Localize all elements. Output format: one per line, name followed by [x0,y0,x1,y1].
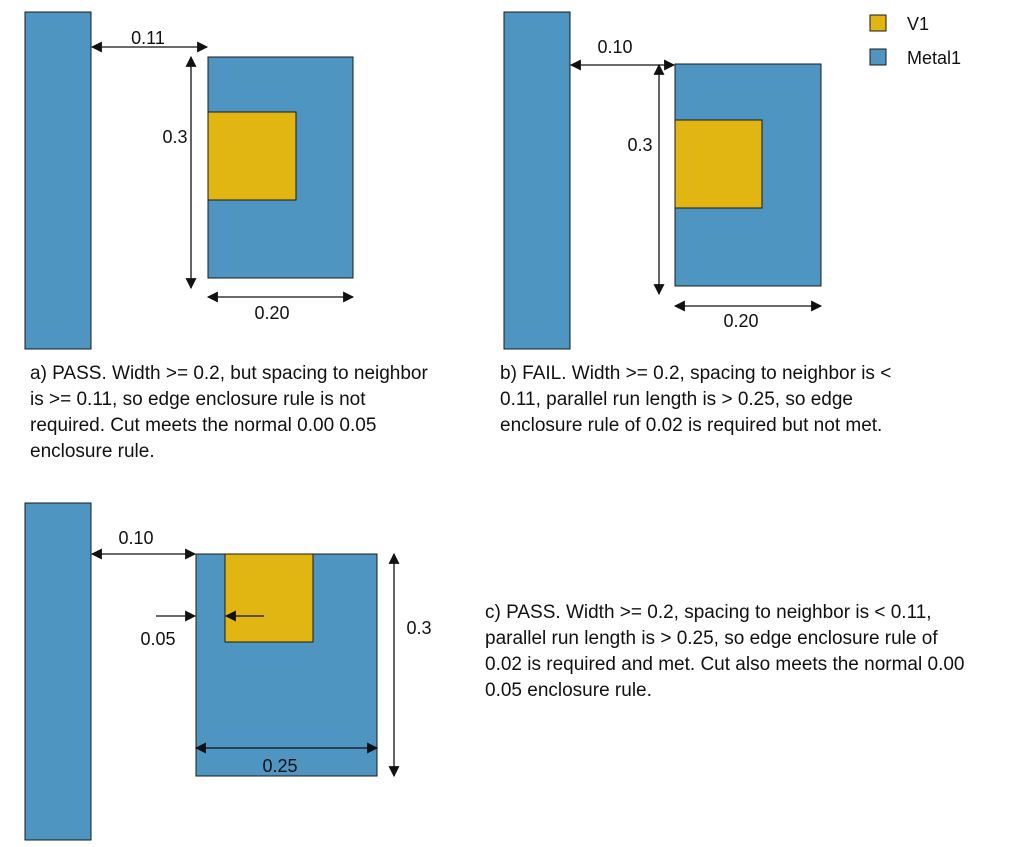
caption-c: c) PASS. Width >= 0.2, spacing to neighb… [485,602,965,701]
width-label: 0.20 [254,303,289,323]
width-label: 0.25 [262,756,297,776]
spacing-label: 0.11 [131,28,165,48]
spacing-label: 0.10 [118,528,153,548]
height-label: 0.3 [406,618,431,638]
panel-c: 0.10 0.05 0.3 0.25 [24,502,432,841]
neighbor-metal-bar [24,11,92,350]
v1-cut [207,111,297,201]
height-label: 0.3 [162,127,187,147]
legend-metal1-label: Metal1 [907,48,961,68]
legend: V1 Metal1 [869,14,961,68]
legend-metal1-swatch [869,48,887,66]
caption-a: a) PASS. Width >= 0.2, but spacing to ne… [30,363,428,462]
v1-cut [224,553,314,643]
width-label: 0.20 [723,311,758,331]
neighbor-metal-bar [503,11,571,350]
v1-cut [674,119,763,209]
spacing-label: 0.10 [597,37,632,57]
panel-a: 0.11 0.3 0.20 [24,11,355,350]
panel-b: 0.10 0.3 0.20 [503,11,823,350]
neighbor-metal-bar [24,502,92,841]
caption-b: b) FAIL. Width >= 0.2, spacing to neighb… [500,363,892,436]
legend-v1-swatch [869,14,887,32]
height-label: 0.3 [627,135,652,155]
legend-v1-label: V1 [907,14,929,34]
enclosure-label: 0.05 [140,629,175,649]
